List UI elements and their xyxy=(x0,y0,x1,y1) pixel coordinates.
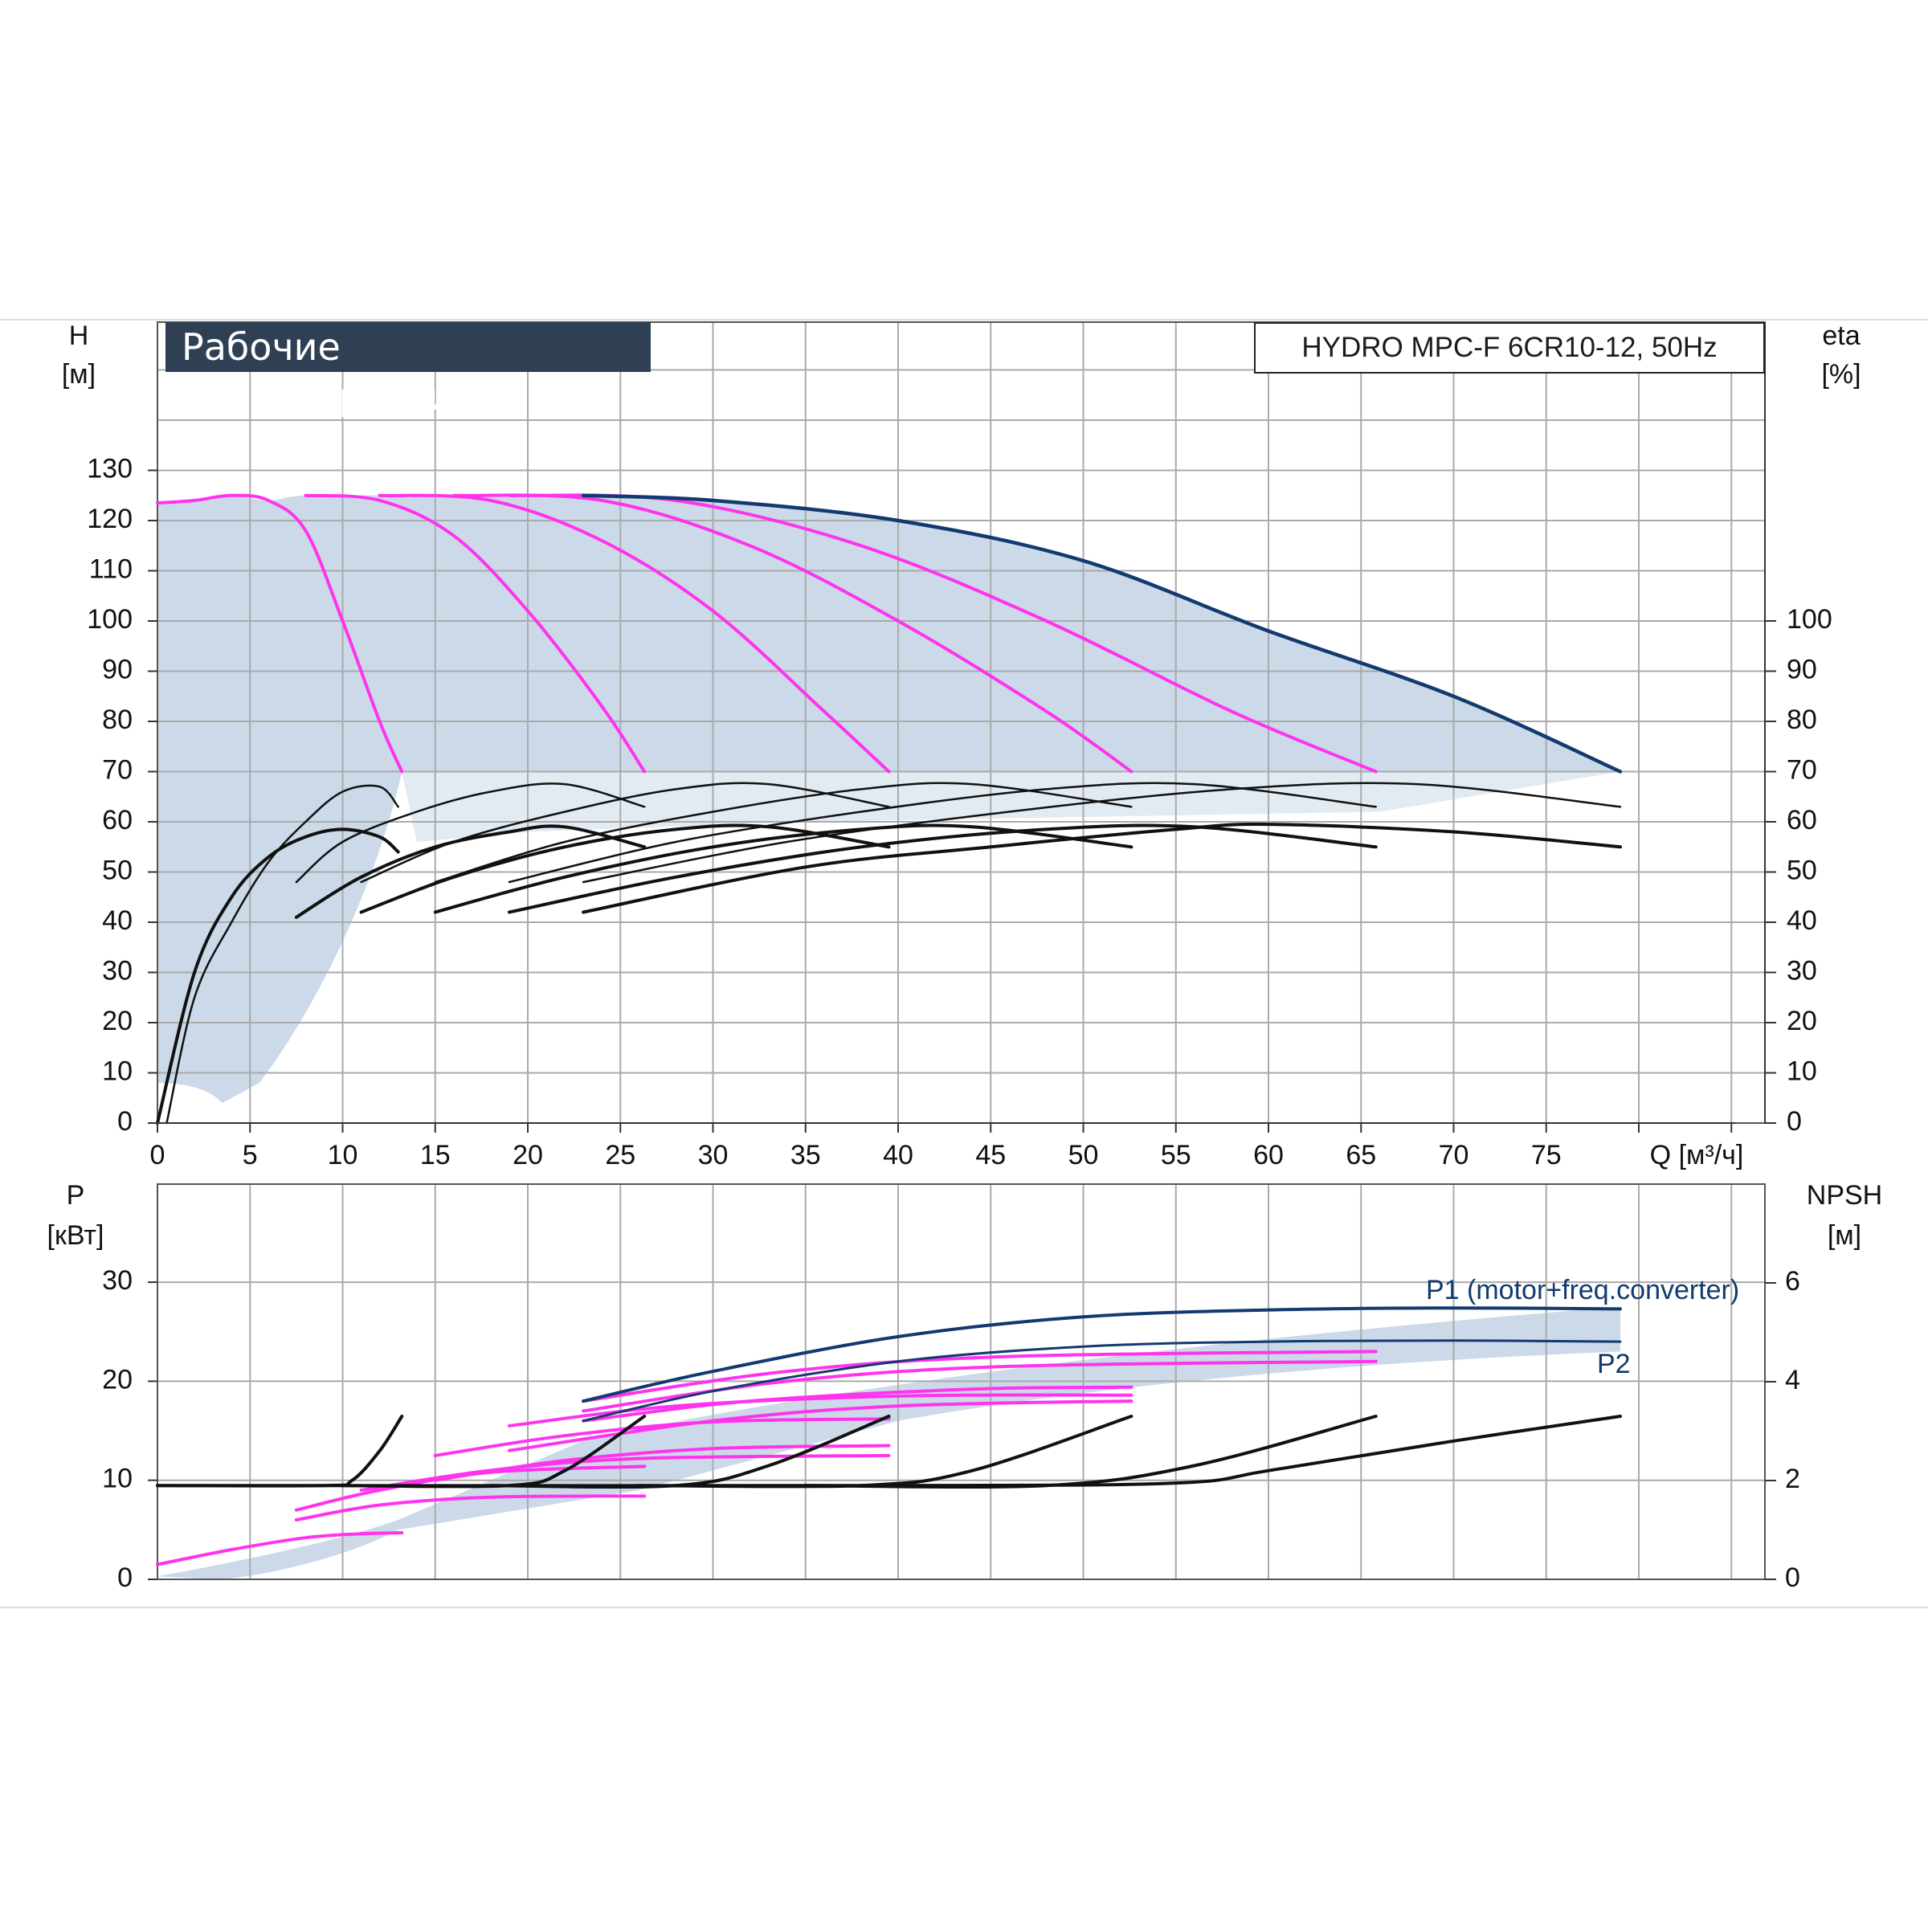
top-y-left-tick-label: 100 xyxy=(87,604,133,635)
top-x-tick-label: 20 xyxy=(513,1140,543,1170)
top-x-tick-label: 65 xyxy=(1346,1140,1376,1170)
power-curve-11 xyxy=(582,1350,1378,1403)
bottom-y-left-label: P xyxy=(67,1180,85,1211)
bottom-y-left-tick-label: 10 xyxy=(102,1464,133,1494)
top-y-right-tick-label: 100 xyxy=(1787,604,1832,635)
top-y-right-tick-label: 60 xyxy=(1787,805,1817,835)
eta-curve-thin-1 xyxy=(165,784,399,1125)
bottom-y-right-tick-label: 2 xyxy=(1785,1464,1800,1494)
top-x-tick-label: 60 xyxy=(1253,1140,1284,1170)
power-curve-10 xyxy=(582,1359,1378,1413)
top-y-right-tick-label: 10 xyxy=(1787,1056,1817,1086)
eta-curve-thick-1 xyxy=(156,827,400,1125)
top-y-right-tick-label: 50 xyxy=(1787,855,1817,885)
top-y-right-tick-label: 80 xyxy=(1787,705,1817,735)
bottom-y-right-tick-label: 0 xyxy=(1785,1562,1800,1593)
top-y-left-tick-label: 110 xyxy=(89,553,133,584)
p2-curve xyxy=(582,1339,1622,1423)
top-y-left-tick-label: 30 xyxy=(102,955,133,986)
top-x-tick-label: 0 xyxy=(150,1140,165,1170)
bottom-envelope-area xyxy=(157,1306,1620,1579)
top-y-right-label: eta xyxy=(1822,321,1860,351)
eta-curve-thick-2 xyxy=(294,824,647,919)
eta-curve-thin-5 xyxy=(508,782,1377,884)
top-x-tick-label: 25 xyxy=(605,1140,635,1170)
top-x-tick-label: 55 xyxy=(1161,1140,1191,1170)
top-x-tick-label: 10 xyxy=(328,1140,358,1170)
top-x-tick-label: 45 xyxy=(975,1140,1006,1170)
eta-curve-thin-4 xyxy=(434,782,1133,884)
top-y-left-unit: [м] xyxy=(62,359,96,390)
top-y-left-tick-label: 0 xyxy=(117,1106,133,1137)
bottom-y-left-tick-label: 20 xyxy=(102,1364,133,1395)
top-y-left-tick-label: 70 xyxy=(102,754,133,785)
bottom-y-right-tick-label: 4 xyxy=(1785,1365,1800,1395)
power-curve-1 xyxy=(156,1531,404,1566)
p2-label: P2 xyxy=(1597,1349,1631,1379)
top-envelope-band xyxy=(402,771,1620,842)
top-y-left-tick-label: 90 xyxy=(102,654,133,684)
top-x-tick-label: 30 xyxy=(698,1140,729,1170)
h-curve-1 xyxy=(156,493,404,774)
eta-curve-thick-5 xyxy=(508,823,1378,914)
chart-title: Рабочие характеристики xyxy=(165,322,651,419)
bottom-y-right-label: NPSH xyxy=(1807,1180,1882,1211)
power-curve-2 xyxy=(294,1494,647,1522)
top-y-right-unit: [%] xyxy=(1821,359,1861,390)
eta-curve-thick-4 xyxy=(433,823,1134,914)
p1-curve xyxy=(582,1306,1622,1403)
top-y-right-tick-label: 70 xyxy=(1787,754,1817,785)
h-curve-3 xyxy=(378,493,891,774)
power-curve-4 xyxy=(433,1417,891,1457)
power-curve-9 xyxy=(508,1399,1134,1452)
top-x-tick-label: 15 xyxy=(420,1140,451,1170)
bottom-y-right-unit: [м] xyxy=(1828,1220,1861,1251)
top-y-left-tick-label: 120 xyxy=(87,504,133,534)
h-curve-max xyxy=(581,493,1623,774)
top-x-tick-label: 40 xyxy=(883,1140,913,1170)
top-y-right-tick-label: 40 xyxy=(1787,905,1817,936)
p1-label: P1 (motor+freq.converter) xyxy=(1426,1275,1739,1305)
power-curve-8 xyxy=(582,1385,1134,1423)
top-y-left-tick-label: 40 xyxy=(102,905,133,936)
model-label: HYDRO MPC-F 6CR10-12, 50Hz xyxy=(1254,322,1765,374)
top-x-tick-label: 50 xyxy=(1068,1140,1099,1170)
h-curve-4 xyxy=(451,493,1134,774)
top-y-left-label: H xyxy=(69,321,89,351)
top-y-right-tick-label: 90 xyxy=(1787,654,1817,684)
bottom-y-right-tick-label: 6 xyxy=(1785,1266,1800,1297)
top-x-tick-label: 75 xyxy=(1531,1140,1562,1170)
top-envelope-area xyxy=(157,495,1620,1103)
top-x-tick-label: 5 xyxy=(243,1140,258,1170)
bottom-y-left-unit: [кВт] xyxy=(47,1220,104,1251)
top-y-left-tick-label: 80 xyxy=(102,705,133,735)
top-y-right-tick-label: 20 xyxy=(1787,1006,1817,1036)
top-x-tick-label: 70 xyxy=(1439,1140,1469,1170)
top-y-left-tick-label: 10 xyxy=(102,1056,133,1086)
npsh-curve-6 xyxy=(156,1415,1622,1488)
top-y-left-tick-label: 20 xyxy=(102,1006,133,1036)
eta-curve-thin-6 xyxy=(582,782,1622,884)
eta-curve-thick-3 xyxy=(359,823,891,914)
eta-curve-thin-2 xyxy=(295,782,646,884)
bottom-y-left-tick-label: 0 xyxy=(117,1562,133,1593)
top-y-left-tick-label: 60 xyxy=(102,805,133,835)
h-curve-2 xyxy=(304,493,647,774)
top-x-tick-label: 35 xyxy=(790,1140,821,1170)
top-y-left-tick-label: 50 xyxy=(102,855,133,885)
top-y-right-tick-label: 30 xyxy=(1787,955,1817,986)
top-x-axis-label: Q [м³/ч] xyxy=(1650,1140,1744,1170)
bottom-y-left-tick-label: 30 xyxy=(102,1265,133,1296)
power-curve-7 xyxy=(508,1393,1134,1428)
top-y-left-tick-label: 130 xyxy=(87,453,133,484)
eta-curve-thick-6 xyxy=(582,823,1622,914)
top-y-right-tick-label: 0 xyxy=(1787,1106,1802,1137)
